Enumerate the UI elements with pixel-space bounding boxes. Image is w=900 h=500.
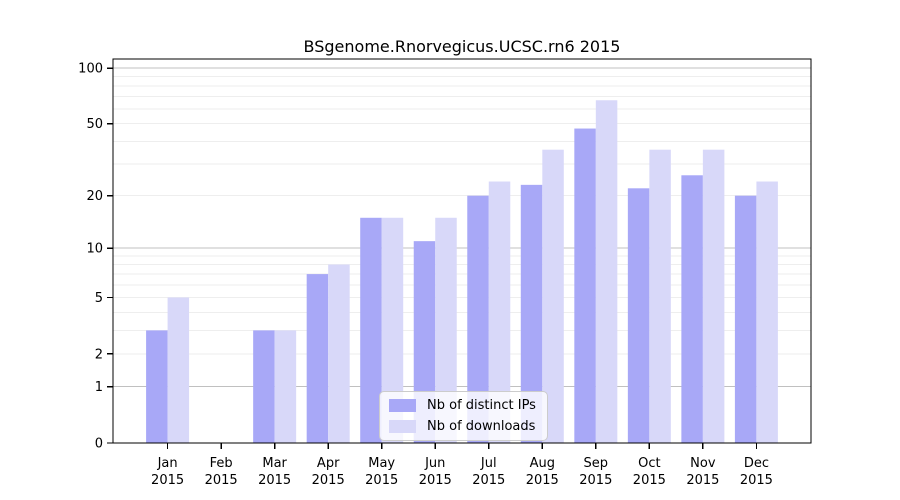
y-axis-tick-label: 1 bbox=[95, 380, 103, 395]
bar-downloads-mar bbox=[274, 330, 297, 443]
legend-swatch-distinct-ips bbox=[389, 399, 416, 412]
y-axis-tick-label: 100 bbox=[78, 62, 103, 77]
bar-downloads-apr bbox=[328, 264, 350, 443]
x-axis-tick-label: Jul 2015 bbox=[472, 456, 505, 488]
legend-label-downloads: Nb of downloads bbox=[427, 419, 536, 434]
bar-distinct-ips-mar bbox=[253, 330, 275, 443]
x-axis-tick-label: May 2015 bbox=[365, 456, 398, 488]
bar-downloads-jan bbox=[167, 297, 190, 443]
legend-label-distinct-ips: Nb of distinct IPs bbox=[427, 398, 536, 413]
bar-downloads-nov bbox=[702, 149, 725, 443]
x-axis-tick-label: Jun 2015 bbox=[419, 456, 452, 488]
bar-distinct-ips-dec bbox=[734, 195, 757, 443]
bar-downloads-sep bbox=[595, 100, 618, 443]
axes bbox=[107, 58, 812, 449]
y-axis-tick-label: 2 bbox=[95, 347, 103, 362]
chart-title: BSgenome.Rnorvegicus.UCSC.rn6 2015 bbox=[304, 37, 621, 56]
legend-row-downloads: Nb of downloads bbox=[389, 419, 536, 434]
bar-downloads-dec bbox=[756, 181, 778, 443]
plot-border bbox=[112, 58, 812, 444]
bar-distinct-ips-aug bbox=[520, 184, 543, 443]
x-axis-tick-label: Apr 2015 bbox=[312, 456, 345, 488]
bar-distinct-ips-jan bbox=[146, 330, 168, 443]
legend-swatch-downloads bbox=[389, 420, 416, 433]
bar-distinct-ips-nov bbox=[681, 175, 703, 444]
bar-downloads-oct bbox=[649, 149, 671, 443]
y-axis-tick-label: 0 bbox=[95, 437, 103, 452]
bar-distinct-ips-apr bbox=[306, 274, 329, 443]
x-axis-tick-label: Nov 2015 bbox=[686, 456, 719, 488]
legend-row-distinct-ips: Nb of distinct IPs bbox=[389, 398, 536, 413]
bar-distinct-ips-sep bbox=[574, 128, 596, 444]
x-axis-tick-label: Dec 2015 bbox=[740, 456, 773, 488]
x-axis-tick-label: Aug 2015 bbox=[526, 456, 559, 488]
bar-downloads-jun bbox=[435, 217, 457, 443]
y-axis-tick-label: 20 bbox=[86, 189, 103, 204]
bar-distinct-ips-may bbox=[360, 217, 382, 443]
bar-downloads-may bbox=[381, 217, 404, 443]
y-axis-tick-label: 50 bbox=[86, 117, 103, 132]
y-axis-tick-label: 5 bbox=[95, 291, 103, 306]
x-axis-tick-label: Feb 2015 bbox=[205, 456, 238, 488]
x-axis-tick-label: Mar 2015 bbox=[258, 456, 291, 488]
bar-downloads-aug bbox=[542, 149, 564, 443]
gridlines bbox=[113, 67, 811, 388]
x-axis-tick-label: Sep 2015 bbox=[579, 456, 612, 488]
bar-distinct-ips-oct bbox=[627, 188, 650, 443]
x-axis-tick-label: Oct 2015 bbox=[633, 456, 666, 488]
x-axis-tick-label: Jan 2015 bbox=[151, 456, 184, 488]
y-axis-tick-label: 10 bbox=[86, 242, 103, 257]
bar-distinct-ips-jul bbox=[467, 195, 489, 443]
bars bbox=[146, 100, 778, 444]
legend: Nb of distinct IPs Nb of downloads bbox=[379, 391, 548, 441]
bar-downloads-jul bbox=[488, 181, 511, 443]
